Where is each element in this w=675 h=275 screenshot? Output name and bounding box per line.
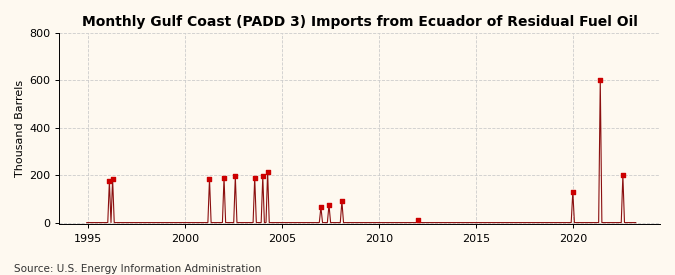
Point [315, 205, 326, 209]
Point [262, 169, 273, 174]
Y-axis label: Thousand Barrels: Thousand Barrels [15, 80, 25, 177]
Point [107, 177, 118, 181]
Point [337, 199, 348, 204]
Point [595, 78, 605, 82]
Point [412, 218, 423, 222]
Point [204, 177, 215, 181]
Point [104, 179, 115, 183]
Point [249, 175, 260, 180]
Title: Monthly Gulf Coast (PADD 3) Imports from Ecuador of Residual Fuel Oil: Monthly Gulf Coast (PADD 3) Imports from… [82, 15, 638, 29]
Point [568, 189, 578, 194]
Text: Source: U.S. Energy Information Administration: Source: U.S. Energy Information Administ… [14, 264, 261, 274]
Point [618, 173, 628, 177]
Point [230, 174, 241, 178]
Point [323, 203, 334, 207]
Point [219, 175, 230, 180]
Point [257, 174, 268, 178]
